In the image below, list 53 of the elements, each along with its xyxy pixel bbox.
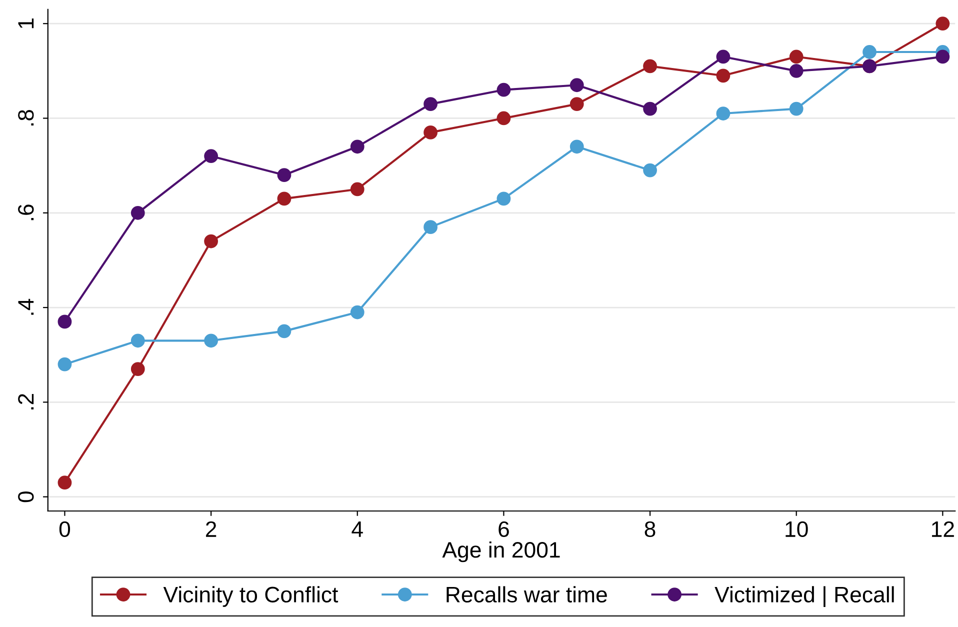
point — [58, 314, 72, 329]
point — [204, 234, 218, 248]
point — [130, 206, 145, 220]
point — [936, 50, 950, 64]
point — [643, 59, 657, 74]
x-tick-label: 6 — [498, 521, 509, 538]
point — [130, 362, 145, 376]
point — [277, 324, 292, 338]
point — [570, 97, 584, 111]
x-tick-label: 4 — [352, 522, 363, 537]
point — [204, 334, 218, 348]
x-axis-title: Age in 2001 — [442, 541, 560, 562]
point — [716, 106, 730, 120]
point — [936, 16, 950, 31]
point — [424, 220, 438, 234]
point — [862, 45, 876, 59]
legend-label: Victimized | Recall — [714, 586, 894, 607]
y-tick-label: 0 — [18, 492, 34, 502]
point — [643, 102, 657, 116]
point — [643, 163, 657, 178]
point — [570, 78, 584, 92]
point — [58, 476, 72, 490]
x-tick-label: 10 — [786, 521, 808, 538]
y-tick-label: .8 — [18, 110, 34, 126]
legend-label: Vicinity to Conflict — [163, 586, 338, 607]
point — [496, 192, 511, 206]
legend-label: Recalls war time — [446, 586, 607, 603]
point — [789, 64, 804, 78]
point — [496, 82, 511, 97]
point — [716, 68, 730, 83]
point — [58, 357, 72, 372]
y-tick-label: 1 — [18, 18, 34, 28]
point — [130, 334, 145, 348]
point — [496, 111, 511, 126]
point — [277, 168, 292, 182]
x-tick-label: 12 — [932, 521, 954, 537]
point — [424, 125, 438, 140]
x-tick-label: 0 — [59, 521, 70, 538]
point — [350, 182, 364, 196]
point — [204, 149, 218, 164]
x-tick-label: 2 — [206, 521, 216, 537]
y-tick-label: .6 — [18, 204, 34, 220]
point — [570, 140, 584, 154]
point — [350, 140, 364, 154]
point — [789, 102, 804, 116]
y-tick-label: .4 — [18, 298, 34, 315]
point — [277, 192, 292, 206]
point — [424, 97, 438, 111]
y-tick-label: .2 — [18, 394, 34, 410]
point — [789, 50, 804, 64]
point — [716, 50, 730, 64]
x-tick-label: 8 — [644, 521, 656, 538]
point — [350, 305, 364, 320]
